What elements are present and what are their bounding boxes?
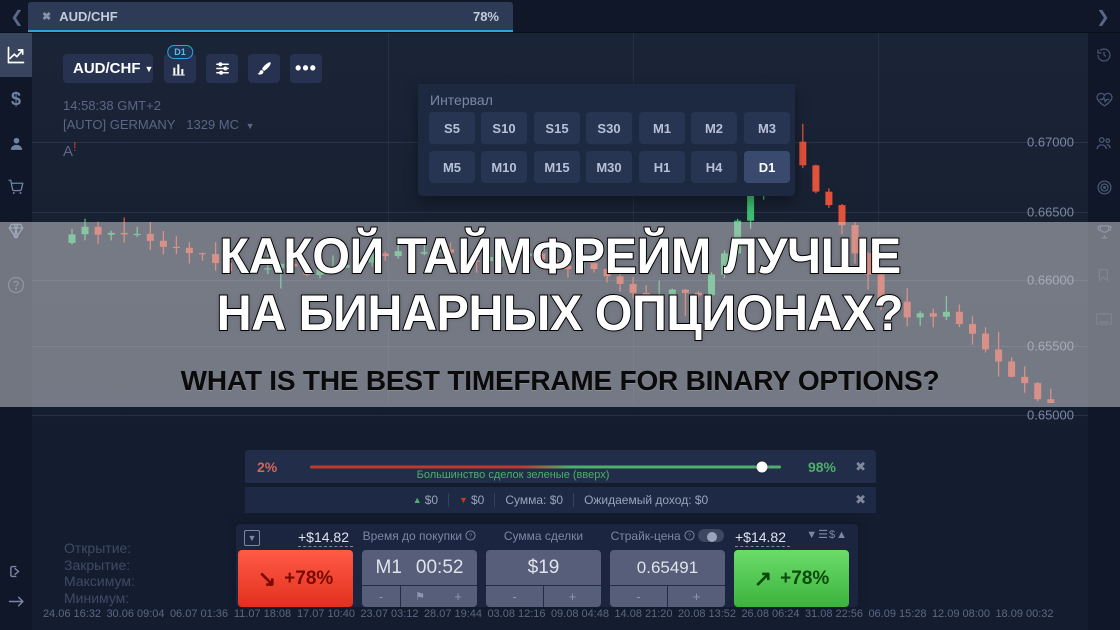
svg-text:?: ?: [469, 534, 472, 540]
svg-text:?: ?: [688, 534, 691, 540]
